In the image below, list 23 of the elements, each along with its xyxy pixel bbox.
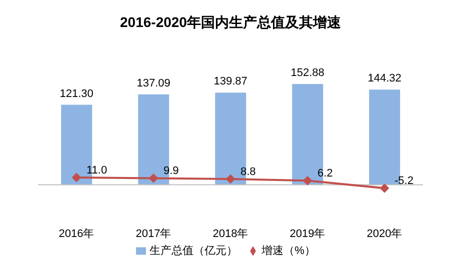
x-tick-label: 2019年 bbox=[290, 228, 326, 240]
data-label: 144.32 bbox=[368, 72, 402, 85]
point bbox=[72, 173, 81, 182]
x-tick-label: 2017年 bbox=[136, 228, 172, 240]
x-tick-label: 2020年 bbox=[366, 228, 402, 240]
point bbox=[226, 174, 235, 184]
legend-label: 生产总值（亿元） bbox=[150, 245, 238, 257]
chart-title: 2016-2020年国内生产总值及其增速 bbox=[119, 13, 342, 32]
legend-label: 增速（%） bbox=[262, 245, 316, 257]
x-tick-label: 2016年 bbox=[58, 228, 94, 240]
data-label: 121.30 bbox=[60, 88, 94, 100]
point bbox=[380, 184, 389, 193]
data-label: 152.88 bbox=[290, 66, 324, 79]
data-label: 137.09 bbox=[136, 77, 170, 90]
data-label: 8.8 bbox=[240, 166, 256, 178]
data-label: 6.2 bbox=[318, 168, 333, 180]
point bbox=[149, 174, 158, 183]
point bbox=[303, 176, 312, 186]
data-label: 11.0 bbox=[86, 164, 108, 176]
data-label: 139.87 bbox=[214, 76, 248, 88]
x-tick-label: 2018年 bbox=[212, 228, 248, 240]
data-label: -5.2 bbox=[394, 175, 414, 188]
data-label: 9.9 bbox=[164, 165, 179, 178]
